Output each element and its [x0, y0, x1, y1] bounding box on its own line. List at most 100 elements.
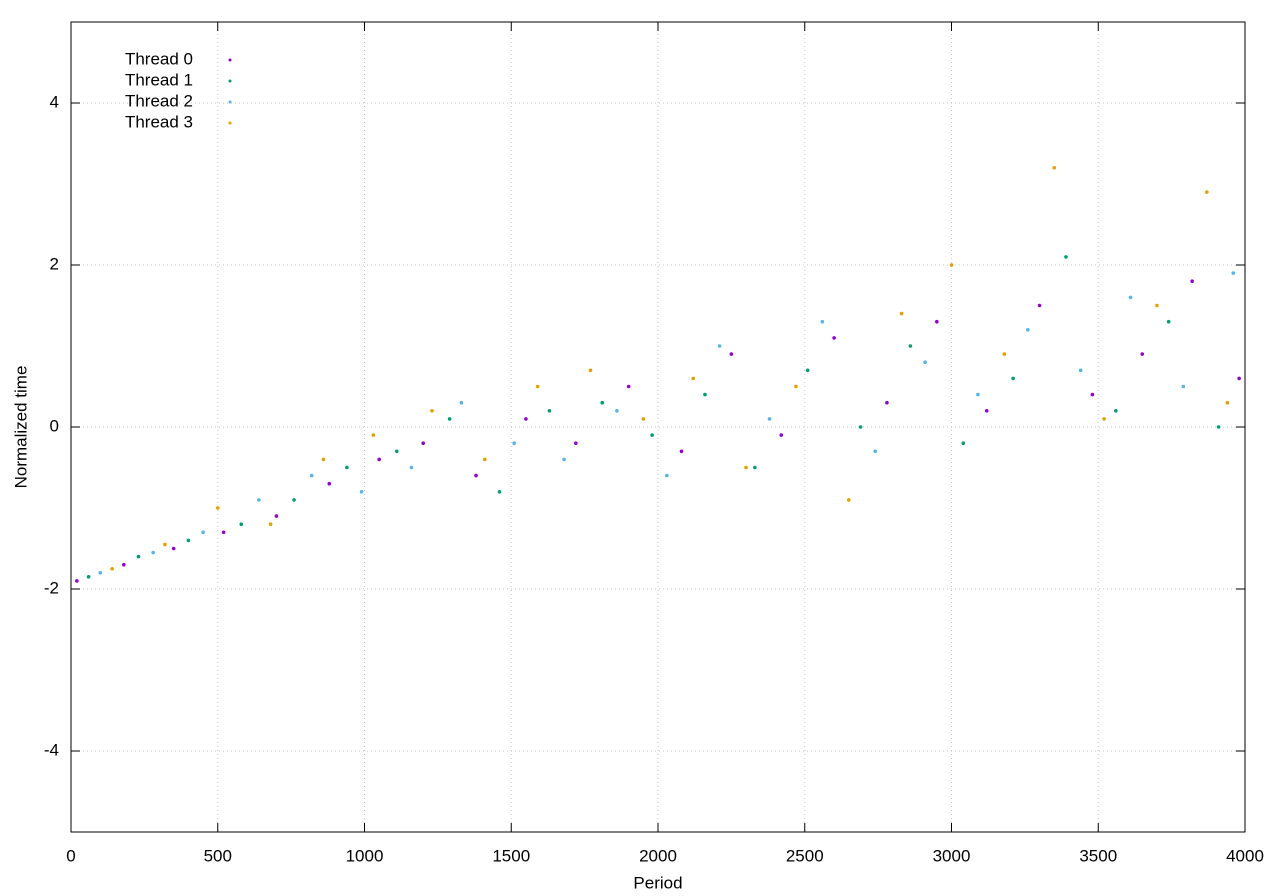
y-tick-label: 2: [50, 254, 59, 273]
legend-label: Thread 1: [125, 70, 193, 89]
x-tick-label: 3500: [1079, 846, 1117, 865]
data-point: [327, 481, 332, 486]
data-point: [1225, 400, 1230, 405]
data-point: [615, 409, 619, 413]
data-point: [122, 562, 126, 567]
data-point: [171, 546, 176, 551]
y-tick-label: 4: [50, 92, 59, 111]
data-point: [459, 400, 464, 405]
data-point: [239, 522, 244, 526]
data-point: [885, 400, 889, 405]
y-axis-label: Normalized time: [11, 366, 30, 489]
data-point: [86, 575, 91, 579]
data-point: [729, 352, 734, 356]
x-tick-label: 2000: [639, 846, 677, 865]
data-point: [794, 384, 798, 389]
legend-marker: [228, 79, 232, 83]
x-axis-label: Period: [633, 873, 682, 892]
data-point: [984, 409, 989, 413]
x-tick-label: 4000: [1226, 846, 1264, 865]
legend-label: Thread 3: [125, 112, 193, 131]
data-point: [1037, 303, 1042, 308]
data-point: [274, 514, 279, 518]
legend-label: Thread 0: [125, 49, 193, 68]
x-tick-label: 1000: [346, 846, 384, 865]
data-point: [321, 457, 326, 462]
data-point: [535, 384, 540, 389]
data-point: [641, 417, 646, 421]
data-point: [1078, 368, 1083, 373]
legend-marker: [228, 58, 232, 62]
data-point: [1231, 271, 1236, 275]
data-point: [163, 542, 167, 547]
data-point: [98, 571, 103, 575]
y-tick-label: -2: [44, 578, 59, 597]
data-point: [600, 400, 605, 405]
data-point: [935, 319, 939, 324]
data-point: [820, 319, 825, 324]
data-point: [1064, 255, 1068, 259]
data-point: [703, 392, 707, 397]
data-point: [717, 344, 722, 348]
data-point: [679, 449, 684, 454]
data-point: [257, 498, 261, 502]
data-point: [1114, 409, 1118, 413]
data-point: [650, 433, 654, 437]
x-tick-label: 0: [66, 846, 75, 865]
data-point: [574, 441, 578, 446]
data-point: [421, 441, 426, 446]
x-tick-label: 3000: [933, 846, 971, 865]
data-point: [394, 449, 399, 454]
data-point: [1140, 352, 1145, 356]
data-point: [268, 522, 273, 526]
data-point: [1102, 417, 1106, 421]
data-point: [75, 579, 79, 583]
data-point: [665, 473, 669, 478]
plot-border: [70, 21, 1246, 833]
data-point: [805, 368, 810, 373]
data-point: [221, 530, 226, 535]
data-point: [562, 457, 566, 462]
data-point: [409, 465, 414, 470]
data-point: [1237, 376, 1241, 381]
data-point: [292, 498, 296, 502]
data-point: [359, 490, 364, 494]
data-point: [1155, 303, 1159, 308]
data-point: [215, 506, 220, 510]
data-point: [371, 433, 376, 437]
data-point: [873, 449, 877, 454]
data-point: [961, 441, 966, 446]
data-point: [345, 465, 349, 470]
data-point: [1128, 295, 1133, 300]
x-tick-label: 500: [204, 846, 232, 865]
data-point: [1090, 392, 1095, 397]
data-point: [691, 376, 696, 381]
x-tick-label: 1500: [492, 846, 530, 865]
data-point: [1166, 319, 1171, 324]
data-point: [899, 311, 904, 316]
data-point: [377, 457, 381, 462]
data-point: [626, 384, 631, 389]
data-point: [1181, 384, 1186, 389]
data-point: [1026, 328, 1030, 332]
data-point: [976, 392, 980, 397]
data-point: [430, 409, 434, 413]
data-point: [136, 554, 141, 559]
data-point: [547, 409, 552, 413]
data-point: [1190, 279, 1194, 284]
data-point: [908, 344, 913, 348]
data-point: [858, 425, 863, 429]
x-tick-label: 2500: [786, 846, 824, 865]
data-point: [1216, 425, 1221, 429]
legend-marker: [228, 121, 232, 125]
data-point: [949, 263, 954, 267]
data-point: [524, 417, 528, 421]
data-point: [512, 441, 516, 446]
data-point: [186, 538, 191, 543]
legend-label: Thread 2: [125, 91, 193, 110]
data-point: [846, 498, 851, 502]
data-point: [151, 550, 155, 555]
y-tick-label: -4: [44, 740, 59, 759]
data-point: [1052, 166, 1057, 170]
